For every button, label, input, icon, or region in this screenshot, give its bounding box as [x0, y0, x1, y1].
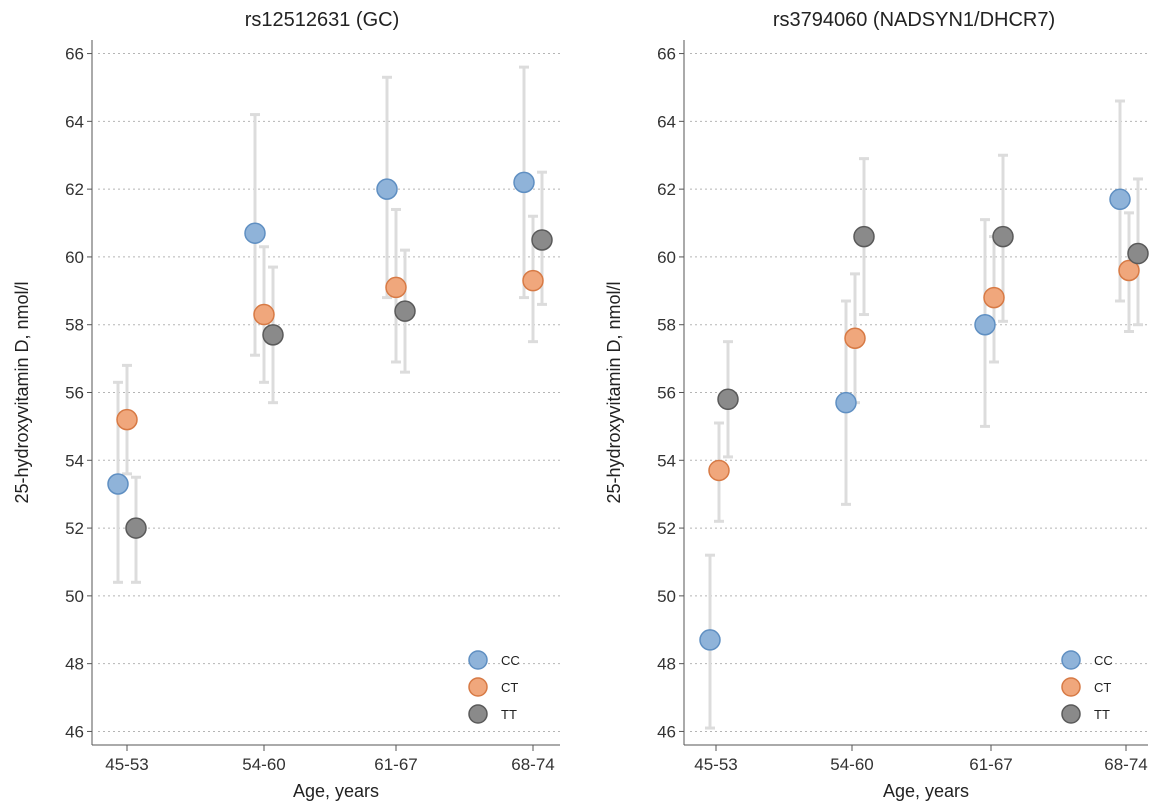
- data-point-tt: [853, 225, 875, 248]
- data-point-cc: [974, 313, 996, 336]
- y-tick-label: 60: [657, 248, 676, 267]
- data-point-ct: [116, 408, 138, 431]
- data-point-ct: [983, 286, 1005, 309]
- legend-label-ct: CT: [501, 680, 518, 695]
- data-point-tt: [125, 517, 147, 539]
- y-tick-label: 54: [657, 451, 676, 470]
- y-tick-label: 52: [65, 519, 84, 538]
- legend-marker-ct: [1061, 677, 1081, 697]
- y-axis-label: 25-hydroxyvitamin D, nmol/l: [604, 281, 624, 503]
- data-point-tt: [717, 388, 739, 411]
- y-tick-label: 66: [657, 45, 676, 64]
- y-axis-label: 25-hydroxyvitamin D, nmol/l: [12, 281, 32, 503]
- data-point-ct: [522, 269, 544, 292]
- data-point-ct: [385, 276, 407, 299]
- chart-title: rs3794060 (NADSYN1/DHCR7): [773, 9, 1055, 31]
- x-tick-label: 68-74: [511, 755, 554, 774]
- x-axis-label: Age, years: [293, 781, 379, 801]
- legend-label-cc: CC: [501, 653, 520, 668]
- data-point-cc: [835, 391, 857, 414]
- y-tick-label: 48: [65, 655, 84, 674]
- y-tick-label: 58: [65, 316, 84, 335]
- data-point-ct: [844, 327, 866, 350]
- chart-panel-right: rs3794060 (NADSYN1/DHCR7) 46 48 50 52 54 56 58 6…: [604, 9, 1149, 801]
- x-tick-label: 54-60: [830, 755, 873, 774]
- y-tick-label: 56: [65, 384, 84, 403]
- data-point-cc: [244, 222, 266, 244]
- data-point-ct: [253, 303, 275, 326]
- y-tick-label: 46: [657, 722, 676, 741]
- y-tick-label: 64: [657, 112, 676, 131]
- y-tick-label: 50: [657, 587, 676, 606]
- data-point-cc: [513, 171, 535, 194]
- y-tick-label: 62: [657, 180, 676, 199]
- y-tick-label: 46: [65, 722, 84, 741]
- legend-marker-tt: [468, 704, 488, 724]
- legend-label-tt: TT: [501, 707, 517, 722]
- legend-marker-tt: [1061, 704, 1081, 724]
- legend-label-tt: TT: [1094, 707, 1110, 722]
- data-point-cc: [107, 473, 129, 495]
- x-tick-label: 61-67: [969, 755, 1012, 774]
- data-point-tt: [531, 229, 553, 251]
- y-tick-label: 62: [65, 180, 84, 199]
- data-point-tt: [262, 324, 284, 346]
- legend-marker-cc: [468, 650, 488, 670]
- y-tick-label: 52: [657, 519, 676, 538]
- y-tick-label: 64: [65, 112, 84, 131]
- y-tick-label: 50: [65, 587, 84, 606]
- data-point-ct: [708, 459, 730, 482]
- legend-label-cc: CC: [1094, 653, 1113, 668]
- chart-title: rs12512631 (GC): [245, 9, 400, 31]
- x-tick-label: 61-67: [374, 755, 417, 774]
- data-point-cc: [699, 629, 721, 651]
- data-point-cc: [376, 178, 398, 200]
- x-axis-label: Age, years: [883, 781, 969, 801]
- x-tick-label: 45-53: [105, 755, 148, 774]
- y-tick-label: 54: [65, 451, 84, 470]
- y-tick-label: 60: [65, 248, 84, 267]
- y-tick-label: 48: [657, 655, 676, 674]
- data-point-tt: [394, 300, 416, 322]
- x-tick-label: 68-74: [1104, 755, 1147, 774]
- y-tick-label: 66: [65, 45, 84, 64]
- legend-label-ct: CT: [1094, 680, 1111, 695]
- x-tick-label: 54-60: [242, 755, 285, 774]
- x-tick-label: 45-53: [694, 755, 737, 774]
- data-point-cc: [1109, 188, 1131, 211]
- legend-marker-cc: [1061, 650, 1081, 670]
- data-point-ct: [1118, 259, 1140, 282]
- data-point-tt: [1127, 242, 1149, 265]
- y-tick-label: 58: [657, 316, 676, 335]
- data-point-tt: [992, 225, 1014, 248]
- chart-panel-left: rs12512631 (GC) 46 48 50 52 54 56 58 60 62 64 66 45-…: [12, 9, 560, 801]
- y-tick-label: 56: [657, 384, 676, 403]
- legend-marker-ct: [468, 677, 488, 697]
